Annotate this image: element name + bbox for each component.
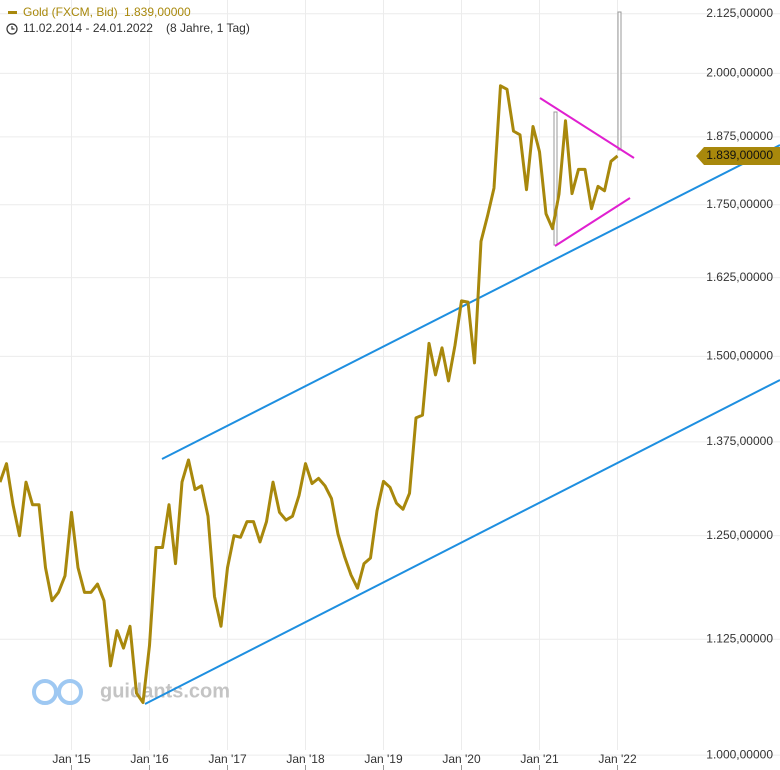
axes: 1.000,00000 1.125,00000 1.250,00000 1.375,0…: [52, 6, 780, 770]
plot: [0, 84, 619, 704]
x-tick-label: Jan '15: [52, 752, 91, 766]
y-tick-label: 1.250,00000: [706, 528, 773, 542]
watermark-text: guidants.com: [100, 680, 230, 702]
price-line: [0, 84, 619, 704]
price-tag: [696, 146, 780, 165]
y-tick-label: 1.375,00000: [706, 434, 773, 448]
triangle-line: [539, 97, 635, 159]
drawings: [144, 11, 780, 705]
x-tick-label: Jan '18: [286, 752, 325, 766]
y-tick-label: 2.000,00000: [706, 66, 773, 80]
y-tick-label: 2.125,00000: [706, 6, 773, 20]
x-tick-label: Jan '20: [442, 752, 481, 766]
clock-hands: [11, 26, 15, 30]
logo-ring: [32, 679, 58, 705]
price-tag-label: 1.839,00000: [706, 148, 773, 162]
period: (8 Jahre, 1 Tag): [166, 21, 250, 35]
y-tick-label: 1.875,00000: [706, 129, 773, 143]
date-range: 11.02.2014 - 24.01.2022: [23, 21, 153, 35]
x-tick-label: Jan '22: [598, 752, 637, 766]
trend-line: [144, 379, 780, 705]
x-tick-label: Jan '19: [364, 752, 403, 766]
y-tick-label: 1.500,00000: [706, 349, 773, 363]
logo-ring: [57, 679, 83, 705]
triangle-line: [554, 197, 631, 247]
watermark: guidants.com: [32, 679, 230, 705]
legend-label: Gold (FXCM, Bid): [23, 5, 118, 19]
x-tick-label: Jan '16: [130, 752, 169, 766]
y-tick-label: 1.125,00000: [706, 631, 773, 645]
triangle: [539, 97, 635, 247]
y-tick-label: 1.000,00000: [706, 747, 773, 761]
x-tick-label: Jan '17: [208, 752, 247, 766]
x-tick-label: Jan '21: [520, 752, 559, 766]
spike-marker: [617, 11, 622, 151]
legend-swatch: [8, 11, 17, 14]
legend-value: 1.839,00000: [124, 5, 191, 19]
legend: Gold (FXCM, Bid) 1.839,00000 11.02.2014 …: [6, 5, 250, 35]
trend-line: [161, 144, 780, 460]
y-tick-label: 1.750,00000: [706, 197, 773, 211]
clock-icon: [6, 23, 18, 35]
y-tick-label: 1.625,00000: [706, 270, 773, 284]
